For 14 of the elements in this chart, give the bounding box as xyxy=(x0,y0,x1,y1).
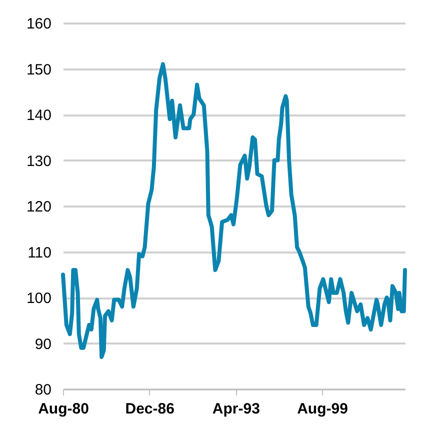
y-tick-label: 80 xyxy=(34,382,52,398)
y-tick-label: 90 xyxy=(34,336,52,353)
x-tick-label: Dec-86 xyxy=(125,400,174,418)
y-tick-label: 110 xyxy=(28,244,52,262)
x-tick-label: Apr-93 xyxy=(212,400,260,418)
y-tick-label: 120 xyxy=(26,198,52,216)
y-tick-label: 100 xyxy=(26,290,52,307)
y-tick-label: 130 xyxy=(26,152,52,170)
x-tick-label: Aug-80 xyxy=(38,400,89,418)
line-series xyxy=(61,62,407,359)
y-tick-label: 150 xyxy=(26,61,52,78)
y-tick-label: 140 xyxy=(26,107,52,124)
y-tick-label: 160 xyxy=(26,16,52,32)
x-tick-label: Aug-99 xyxy=(297,400,348,418)
